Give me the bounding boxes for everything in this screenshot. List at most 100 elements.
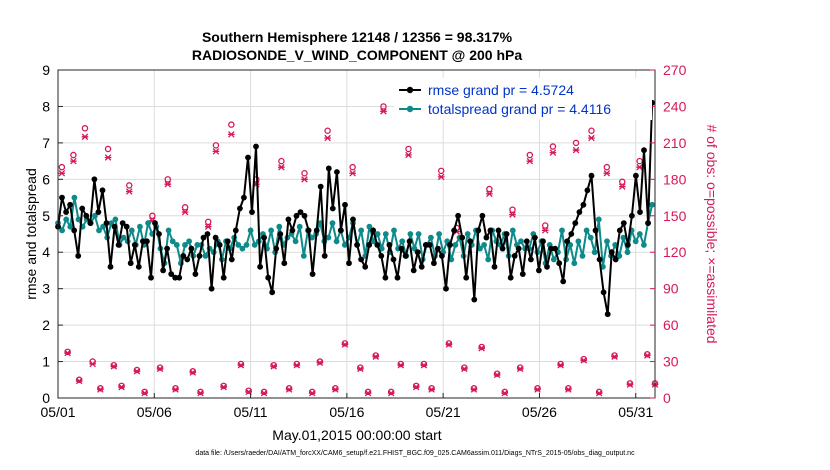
obs-possible-marker xyxy=(164,176,172,183)
rmse-point xyxy=(544,263,550,270)
rmse-point xyxy=(184,256,191,263)
obs-assimilated-marker xyxy=(618,183,626,190)
obs-assimilated-marker xyxy=(172,386,179,393)
rmse-point xyxy=(483,234,490,241)
obs-assimilated-marker xyxy=(549,149,557,156)
rmse-point xyxy=(87,220,94,227)
obs-possible-marker xyxy=(534,385,541,392)
obs-possible-marker xyxy=(172,385,179,392)
rmse-point xyxy=(552,245,558,252)
rmse-point xyxy=(633,172,639,179)
rmse-point xyxy=(366,242,373,248)
obs-assimilated-marker xyxy=(58,169,66,177)
obs-assimilated-marker xyxy=(308,389,316,397)
totalspread-point xyxy=(358,227,365,234)
rmse-point xyxy=(103,220,110,227)
obs-assimilated-marker xyxy=(580,357,588,364)
rmse-point xyxy=(406,238,413,245)
rmse-point xyxy=(317,183,324,190)
rmse-point xyxy=(354,242,360,248)
obs-assimilated-marker xyxy=(557,361,564,369)
obs-possible-marker xyxy=(308,388,316,396)
obs-assimilated-marker xyxy=(509,211,516,218)
obs-assimilated-marker xyxy=(595,389,603,397)
rmse-point xyxy=(370,227,377,234)
rmse-point xyxy=(390,256,397,263)
rmse-point xyxy=(249,209,255,216)
rmse-point xyxy=(487,227,494,234)
obs-assimilated-marker xyxy=(486,190,493,198)
rmse-point xyxy=(285,216,292,223)
obs-possible-marker xyxy=(541,222,549,229)
rmse-point xyxy=(261,234,267,241)
totalspread-point xyxy=(202,253,209,259)
totalspread-point xyxy=(243,242,250,248)
rmse-point xyxy=(168,271,175,277)
totalspread-point xyxy=(173,242,180,248)
totalspread-point xyxy=(120,234,127,241)
obs-possible-marker xyxy=(220,382,227,390)
totalspread-point xyxy=(624,249,631,256)
obs-possible-marker xyxy=(526,151,534,159)
right-axis-label: # of obs: o=possible; ×=assimilated xyxy=(704,124,720,343)
totalspread-point xyxy=(616,253,623,259)
obs-assimilated-marker xyxy=(357,365,364,373)
rmse-point xyxy=(584,187,591,194)
obs-assimilated-marker xyxy=(372,353,380,360)
chart-title-line2: RADIOSONDE_V_WIND_COMPONENT @ 200 hPa xyxy=(192,47,522,63)
rmse-point xyxy=(398,245,405,252)
rmse-point xyxy=(220,274,227,281)
obs-assimilated-marker xyxy=(541,227,549,234)
obs-assimilated-marker xyxy=(125,188,133,195)
obs-possible-marker xyxy=(341,340,349,347)
rmse-point xyxy=(564,238,571,245)
totalspread-point xyxy=(649,201,655,208)
rmse-point xyxy=(431,260,437,267)
rmse-point xyxy=(293,212,300,219)
right-y-tick-label: 120 xyxy=(663,244,687,260)
totalspread-point xyxy=(112,216,119,223)
right-y-tick-label: 0 xyxy=(663,390,671,406)
totalspread-point xyxy=(571,260,578,267)
totalspread-point xyxy=(309,234,315,241)
totalspread-point xyxy=(137,223,143,230)
obs-assimilated-marker xyxy=(397,361,405,369)
rmse-point xyxy=(269,289,276,296)
totalspread-point xyxy=(374,231,381,237)
rmse-point xyxy=(140,238,146,245)
totalspread-point xyxy=(641,242,647,248)
rmse-point xyxy=(265,274,272,281)
rmse-point xyxy=(301,212,308,219)
y-tick-label: 4 xyxy=(42,244,50,260)
obs-possible-marker xyxy=(372,352,380,359)
totalspread-point xyxy=(579,253,586,259)
rmse-point xyxy=(499,245,506,252)
rmse-point xyxy=(342,201,348,208)
totalspread-point xyxy=(235,242,242,248)
totalspread-point xyxy=(194,242,201,248)
rmse-point xyxy=(212,234,219,241)
obs-possible-marker xyxy=(588,127,595,134)
obs-assimilated-marker xyxy=(437,173,445,181)
data-file-footnote: data file: /Users/raeder/DAI/ATM_forcXX/… xyxy=(195,450,635,457)
rmse-point xyxy=(75,253,82,259)
obs-assimilated-marker xyxy=(285,386,293,393)
totalspread-point xyxy=(518,238,524,245)
rmse-point xyxy=(273,245,280,252)
rmse-point xyxy=(79,205,86,212)
plot-frame xyxy=(57,69,656,399)
totalspread-point xyxy=(620,234,627,241)
totalspread-point xyxy=(100,223,106,230)
x-tick-label: 05/06 xyxy=(137,404,172,420)
legend-spread-marker xyxy=(406,105,414,113)
rmse-point xyxy=(523,238,530,245)
rmse-point xyxy=(467,238,474,245)
rmse-point xyxy=(95,209,102,216)
obs-possible-marker xyxy=(141,388,148,396)
obs-possible-marker xyxy=(565,385,572,392)
rmse-point xyxy=(91,176,98,183)
obs-assimilated-marker xyxy=(364,389,372,397)
totalspread-point xyxy=(559,227,565,234)
obs-possible-marker xyxy=(58,163,66,171)
totalspread-point xyxy=(448,256,455,263)
